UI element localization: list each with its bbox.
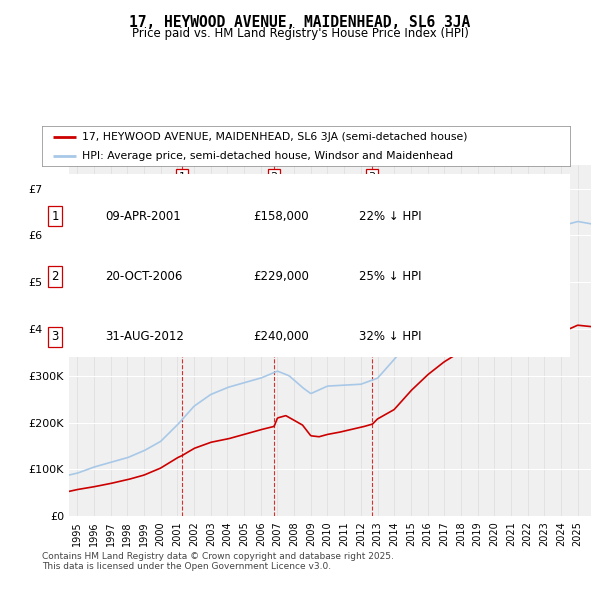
Text: £240,000: £240,000 (253, 330, 309, 343)
Text: 17, HEYWOOD AVENUE, MAIDENHEAD, SL6 3JA (semi-detached house): 17, HEYWOOD AVENUE, MAIDENHEAD, SL6 3JA … (82, 133, 467, 143)
Text: £158,000: £158,000 (253, 209, 309, 222)
Text: 20-OCT-2006: 20-OCT-2006 (106, 270, 183, 283)
Text: 1: 1 (178, 172, 185, 182)
Text: 17, HEYWOOD AVENUE, MAIDENHEAD, SL6 3JA: 17, HEYWOOD AVENUE, MAIDENHEAD, SL6 3JA (130, 15, 470, 30)
Text: 3: 3 (368, 172, 376, 182)
Text: HPI: Average price, semi-detached house, Windsor and Maidenhead: HPI: Average price, semi-detached house,… (82, 152, 453, 161)
Text: 32% ↓ HPI: 32% ↓ HPI (359, 330, 421, 343)
Text: This data is licensed under the Open Government Licence v3.0.: This data is licensed under the Open Gov… (42, 562, 331, 571)
Text: 22% ↓ HPI: 22% ↓ HPI (359, 209, 421, 222)
Text: 09-APR-2001: 09-APR-2001 (106, 209, 181, 222)
Text: 3: 3 (52, 330, 59, 343)
Text: 2: 2 (52, 270, 59, 283)
Text: 25% ↓ HPI: 25% ↓ HPI (359, 270, 421, 283)
Text: Price paid vs. HM Land Registry's House Price Index (HPI): Price paid vs. HM Land Registry's House … (131, 27, 469, 40)
Text: Contains HM Land Registry data © Crown copyright and database right 2025.: Contains HM Land Registry data © Crown c… (42, 552, 394, 560)
Text: 31-AUG-2012: 31-AUG-2012 (106, 330, 184, 343)
Text: £229,000: £229,000 (253, 270, 309, 283)
Text: 2: 2 (271, 172, 278, 182)
Text: 1: 1 (52, 209, 59, 222)
